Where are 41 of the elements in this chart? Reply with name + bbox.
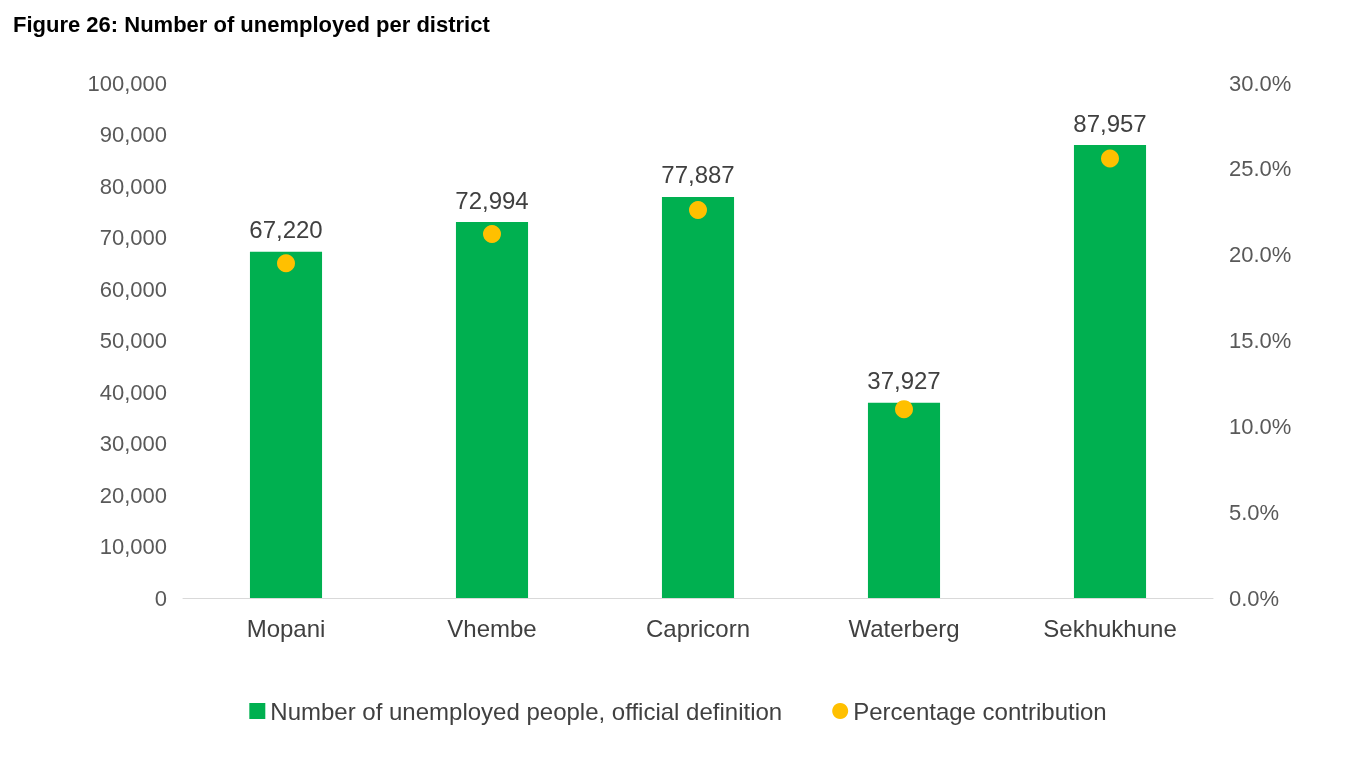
x-tick-label: Capricorn: [645, 614, 751, 642]
x-tick-label: Waterberg: [848, 614, 960, 642]
y2-tick-label: 15.0%: [1229, 328, 1292, 353]
bar: [249, 251, 323, 598]
point: [895, 400, 913, 419]
data-label: 77,887: [661, 161, 735, 189]
point: [277, 254, 295, 273]
y2-tick-label: 5.0%: [1229, 499, 1280, 525]
legend-label: Number of unemployed people, official definition: [270, 697, 783, 725]
y-tick-label: 10,000: [99, 534, 167, 559]
y2-tick-label: 0.0%: [1229, 585, 1280, 611]
y-tick-label: 20,000: [99, 482, 167, 508]
point: [483, 225, 501, 244]
y2-tick-label: 25.0%: [1229, 156, 1292, 182]
x-tick-label: Vhembe: [447, 614, 537, 642]
bar: [661, 196, 735, 598]
bar: [867, 402, 941, 598]
data-label: 67,220: [249, 216, 323, 244]
y-tick-label: 100,000: [87, 70, 167, 96]
y-tick-label: 80,000: [99, 173, 167, 199]
x-tick-label: Mopani: [246, 614, 326, 642]
legend-label: Percentage contribution: [853, 697, 1107, 725]
y2-tick-label: 20.0%: [1229, 242, 1292, 268]
y-tick-label: 70,000: [99, 225, 167, 250]
point: [689, 201, 707, 220]
bar: [455, 222, 529, 598]
y-tick-label: 30,000: [99, 431, 167, 456]
y-tick-label: 90,000: [99, 122, 167, 147]
data-label: 72,994: [455, 186, 529, 214]
y-tick-label: 60,000: [99, 276, 167, 302]
y-tick-label: 0: [154, 585, 167, 611]
y-tick-label: 40,000: [99, 379, 167, 405]
y2-tick-label: 10.0%: [1229, 413, 1292, 439]
y-tick-label: 50,000: [99, 328, 167, 353]
bar: [1073, 145, 1147, 598]
x-tick-label: Sekhukhune: [1043, 614, 1177, 642]
chart-title: Figure 26: Number of unemployed per district: [13, 11, 491, 37]
y2-tick-label: 30.0%: [1229, 70, 1292, 96]
data-label: 37,927: [867, 367, 941, 395]
point: [1101, 149, 1119, 168]
data-label: 87,957: [1073, 109, 1147, 137]
